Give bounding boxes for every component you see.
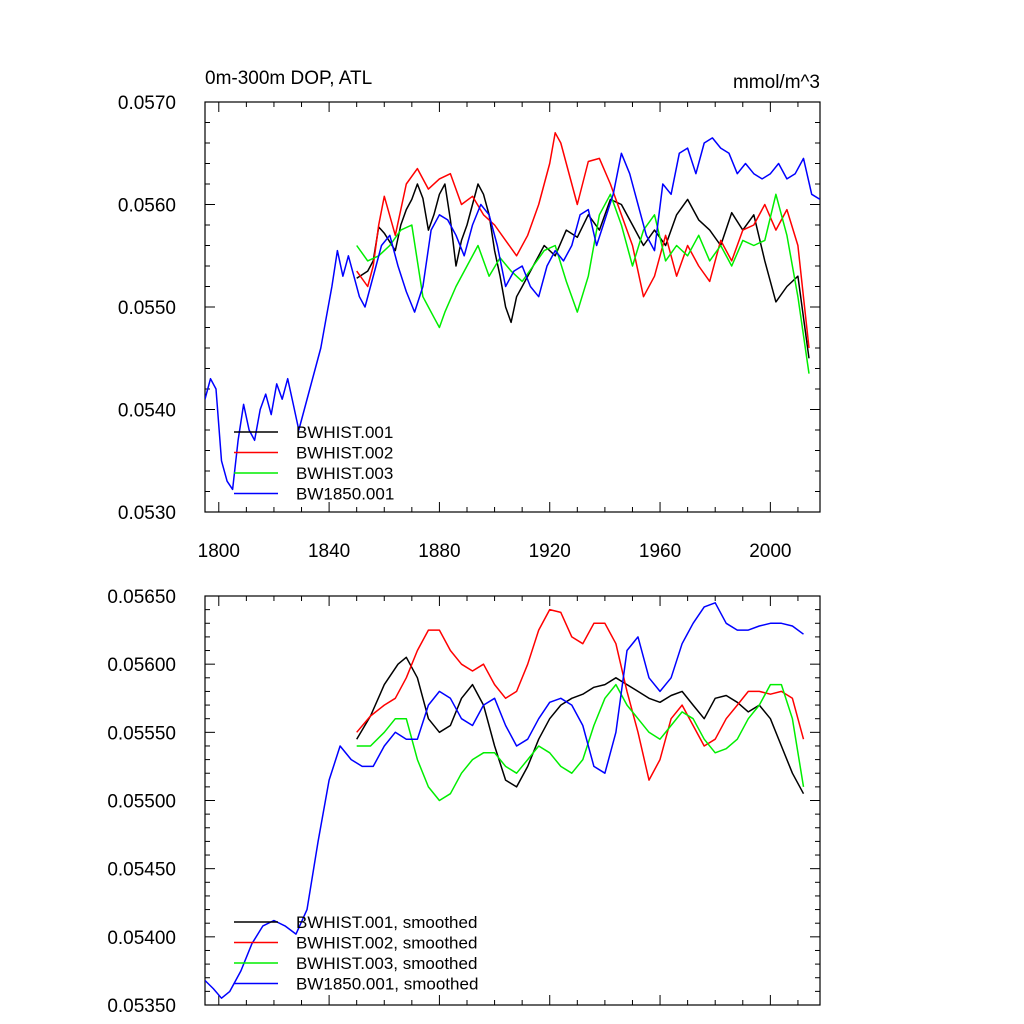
series-line-bwhist-002 <box>356 132 810 349</box>
series-group <box>205 602 805 999</box>
y-tick-label: 0.05350 <box>107 996 176 1017</box>
y-tick-label: 0.05550 <box>107 723 176 744</box>
series-line-bw1850-001 <box>205 137 820 491</box>
legend: BWHIST.001, smoothed BWHIST.002, smoothed… <box>234 913 478 994</box>
y-tick-label: 0.0560 <box>118 196 176 217</box>
y-tick-label: 0.0570 <box>118 93 176 114</box>
series-line-bw1850-001-smoothed <box>205 602 804 999</box>
y-tick-label: 0.05650 <box>107 587 176 608</box>
y-tick-label: 0.0530 <box>118 503 176 524</box>
series-line-bwhist-001 <box>356 183 810 359</box>
legend-label-bwhist-003: BWHIST.003 <box>296 464 393 483</box>
legend-label-bwhist-001-smoothed: BWHIST.001, smoothed <box>296 913 477 932</box>
legend-label-bwhist-003-smoothed: BWHIST.003, smoothed <box>296 954 477 973</box>
y-tick-label: 0.05500 <box>107 792 176 813</box>
series-line-bwhist-001-smoothed <box>356 656 805 795</box>
y-tick-label: 0.0540 <box>118 401 176 422</box>
x-tick-label: 1840 <box>308 541 350 562</box>
y-tick-label: 0.05450 <box>107 860 176 881</box>
y-tick-label: 0.05400 <box>107 928 176 949</box>
x-tick-label: 1800 <box>198 541 240 562</box>
legend-label-bwhist-001: BWHIST.001 <box>296 423 393 442</box>
x-tick-label: 1920 <box>529 541 571 562</box>
series-line-bwhist-002-smoothed <box>356 608 805 781</box>
series-line-bwhist-003-smoothed <box>356 683 805 802</box>
bottom-panel: 0.05350 0.05400 0.05450 0.05500 0.05550 0.056… <box>107 587 821 1017</box>
x-tick-label: 2000 <box>749 541 791 562</box>
x-tick-label: 1880 <box>418 541 460 562</box>
series-line-bwhist-003 <box>356 193 810 374</box>
legend-label-bwhist-002: BWHIST.002 <box>296 444 393 463</box>
legend-label-bw1850-001-smoothed: BW1850.001, smoothed <box>296 975 478 994</box>
y-tick-label: 0.05600 <box>107 655 176 676</box>
panel-title: 0m-300m DOP, ATL <box>205 68 372 89</box>
x-tick-label: 1960 <box>639 541 681 562</box>
series-group <box>205 132 820 491</box>
legend-label-bw1850-001: BW1850.001 <box>296 485 394 504</box>
top-panel: 1800 1840 1880 1920 1960 2000 0.0530 0.0540 0.05… <box>118 93 821 562</box>
legend-label-bwhist-002-smoothed: BWHIST.002, smoothed <box>296 934 477 953</box>
y-tick-label: 0.0550 <box>118 298 176 319</box>
units-label: mmol/m^3 <box>733 72 820 93</box>
